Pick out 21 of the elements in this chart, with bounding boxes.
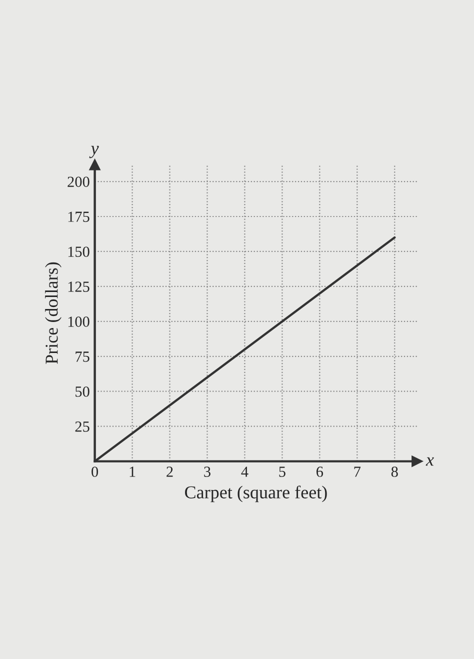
x-tick-label: 4: [241, 466, 248, 477]
x-tick-label: 5: [279, 466, 286, 477]
y-tick-label: 25: [75, 422, 90, 432]
y-tick-label: 175: [68, 212, 90, 222]
x-tick-label: 1: [130, 466, 136, 477]
y-tick-label: 150: [68, 246, 90, 257]
x-tick-label: 7: [354, 466, 361, 477]
y-tick-label: 200: [68, 176, 90, 187]
text: x: [426, 457, 434, 466]
y-tick-label: 50: [76, 386, 90, 397]
y-tick-label: 100: [68, 316, 90, 327]
x-tick-label: 6: [316, 466, 324, 477]
x-tick-label: 8: [391, 466, 398, 477]
x-tick-label: 3: [204, 466, 210, 477]
y-tick-label: 75: [76, 352, 90, 362]
text: y: [89, 146, 99, 158]
x-tick-label: 0: [92, 466, 98, 477]
y-tick-label: 125: [68, 282, 90, 292]
x-axis-title: Carpet (square feet): [185, 486, 327, 502]
x-tick-label: 2: [166, 466, 173, 477]
y-axis-title: Price (dollars): [45, 262, 62, 364]
